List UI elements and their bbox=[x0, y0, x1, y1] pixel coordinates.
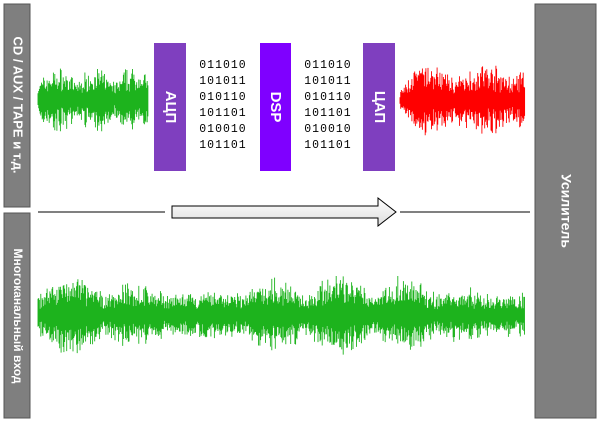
waveform bbox=[37, 276, 525, 355]
dac-block bbox=[363, 43, 395, 171]
block-label: ЦАП bbox=[371, 91, 388, 123]
input-label: CD / AUX / TAPE и т.д. bbox=[11, 36, 26, 173]
input-panel bbox=[3, 3, 31, 208]
block-label: АЦП bbox=[162, 91, 179, 124]
input-panel bbox=[3, 212, 31, 419]
arrow bbox=[171, 196, 397, 228]
binary-row: 010010 bbox=[199, 123, 246, 136]
adc-block bbox=[154, 43, 186, 171]
waveform bbox=[37, 68, 149, 132]
waveform bbox=[399, 65, 526, 136]
input-label: Многоканальный вход bbox=[11, 248, 25, 383]
binary-row: 101101 bbox=[304, 107, 351, 120]
binary-row: 010010 bbox=[304, 123, 351, 136]
binary-row: 101101 bbox=[199, 107, 246, 120]
binary-row: 101101 bbox=[199, 139, 246, 152]
binary-row: 011010 bbox=[199, 59, 246, 72]
block-label: DSP bbox=[267, 92, 284, 123]
output-panel bbox=[534, 3, 597, 419]
binary-row: 010110 bbox=[199, 91, 246, 104]
binary-row: 010110 bbox=[304, 91, 351, 104]
binary-row: 101101 bbox=[304, 139, 351, 152]
binary-row: 011010 bbox=[304, 59, 351, 72]
binary-row: 101011 bbox=[304, 75, 351, 88]
binary-row: 101011 bbox=[199, 75, 246, 88]
output-label: Усилитель bbox=[558, 174, 574, 248]
dsp-block bbox=[260, 43, 291, 171]
